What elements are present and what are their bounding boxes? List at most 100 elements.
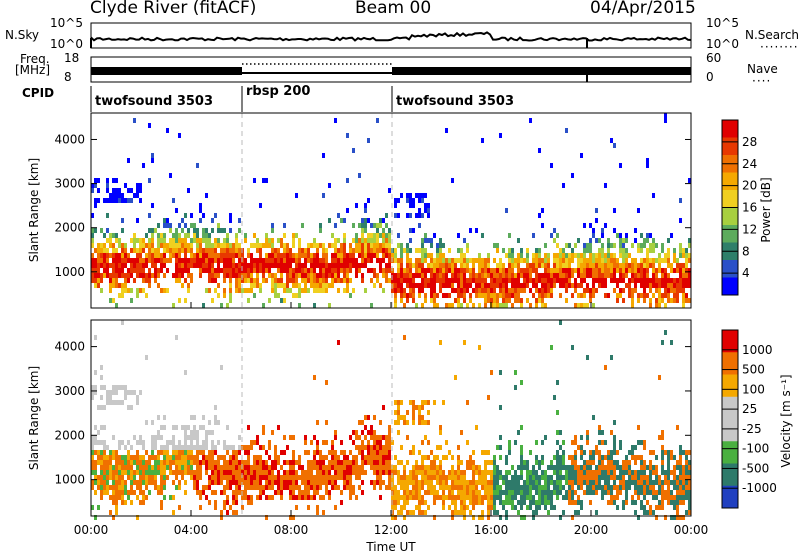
range-cell — [121, 283, 124, 288]
range-cell — [547, 283, 550, 288]
range-cell — [262, 485, 265, 490]
range-cell — [163, 223, 166, 228]
range-cell — [127, 390, 130, 395]
range-cell — [535, 288, 538, 293]
range-cell — [595, 445, 598, 450]
range-cell — [568, 273, 571, 278]
range-cell — [97, 178, 100, 183]
range-cell — [190, 243, 193, 248]
range-cell — [472, 475, 475, 480]
range-cell — [130, 258, 133, 263]
range-cell — [652, 465, 655, 470]
range-cell — [565, 490, 568, 495]
range-cell — [169, 228, 172, 233]
range-cell — [97, 430, 100, 435]
range-cell — [193, 425, 196, 430]
range-cell — [454, 375, 457, 380]
range-cell — [223, 248, 226, 253]
range-cell — [664, 293, 667, 298]
range-cell — [118, 460, 121, 465]
range-cell — [619, 485, 622, 490]
range-cell — [646, 158, 649, 163]
range-cell — [376, 258, 379, 263]
range-cell — [304, 470, 307, 475]
range-cell — [382, 405, 385, 410]
range-cell — [304, 268, 307, 273]
range-cell — [199, 465, 202, 470]
range-cell — [187, 425, 190, 430]
range-cell — [403, 515, 406, 520]
range-cell — [607, 490, 610, 495]
range-cell — [568, 470, 571, 475]
range-cell — [577, 470, 580, 475]
range-cell — [367, 460, 370, 465]
range-cell — [583, 465, 586, 470]
range-cell — [358, 445, 361, 450]
range-cell — [349, 465, 352, 470]
range-cell — [430, 485, 433, 490]
range-cell — [103, 258, 106, 263]
range-cell — [556, 233, 559, 238]
range-cell — [271, 258, 274, 263]
range-cell — [472, 480, 475, 485]
range-cell — [184, 258, 187, 263]
range-cell — [454, 263, 457, 268]
range-cell — [118, 490, 121, 495]
range-cell — [622, 288, 625, 293]
nsky-panel-frame — [90, 22, 692, 49]
range-cell — [247, 425, 250, 430]
range-cell — [367, 198, 370, 203]
range-cell — [100, 495, 103, 500]
range-cell — [121, 465, 124, 470]
range-cell — [493, 480, 496, 485]
range-cell — [307, 243, 310, 248]
range-cell — [343, 465, 346, 470]
range-cell — [385, 445, 388, 450]
range-cell — [562, 283, 565, 288]
range-cell — [538, 278, 541, 283]
range-cell — [235, 495, 238, 500]
range-cell — [91, 465, 94, 470]
range-cell — [250, 268, 253, 273]
range-cell — [145, 233, 148, 238]
range-cell — [496, 243, 499, 248]
range-cell — [163, 470, 166, 475]
range-cell — [418, 198, 421, 203]
range-cell — [613, 258, 616, 263]
range-cell — [238, 470, 241, 475]
range-cell — [148, 123, 151, 128]
range-cell — [418, 480, 421, 485]
range-cell — [478, 253, 481, 258]
range-cell — [331, 455, 334, 460]
range-cell — [136, 188, 139, 193]
range-cell — [193, 475, 196, 480]
range-cell — [571, 293, 574, 298]
range-cell — [271, 288, 274, 293]
cpid-segment-1: twofsound 3503 — [95, 94, 213, 109]
range-cell — [94, 370, 97, 375]
range-cell — [595, 450, 598, 455]
range-cell — [226, 303, 229, 308]
range-cell — [277, 475, 280, 480]
range-cell — [487, 450, 490, 455]
range-cell — [118, 465, 121, 470]
range-cell — [421, 248, 424, 253]
range-cell — [343, 258, 346, 263]
range-cell — [583, 288, 586, 293]
range-cell — [508, 278, 511, 283]
range-cell — [304, 475, 307, 480]
range-cell — [370, 268, 373, 273]
range-cell — [619, 243, 622, 248]
range-cell — [235, 278, 238, 283]
range-cell — [490, 490, 493, 495]
range-cell — [685, 490, 688, 495]
range-cell — [130, 490, 133, 495]
range-cell — [136, 258, 139, 263]
range-cell — [601, 465, 604, 470]
range-cell — [151, 480, 154, 485]
range-cell — [553, 480, 556, 485]
range-cell — [652, 268, 655, 273]
range-cell — [271, 248, 274, 253]
range-cell — [586, 485, 589, 490]
freq-tick-top: 18 — [64, 51, 80, 65]
